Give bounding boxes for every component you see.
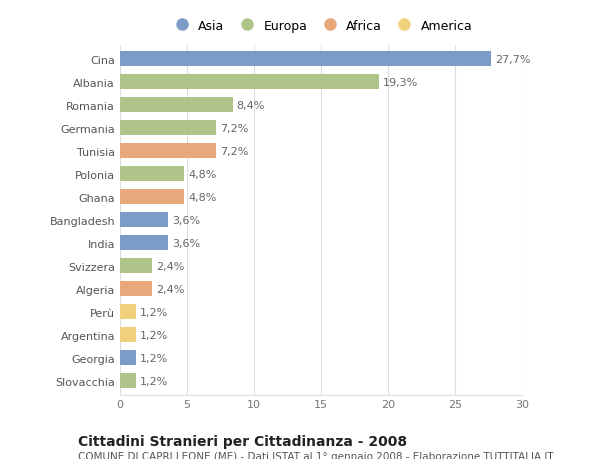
Bar (120, 259, 152, 274)
Bar (120, 190, 184, 205)
Legend: Asia, Europa, Africa, America: Asia, Europa, Africa, America (167, 17, 475, 35)
Bar (120, 374, 136, 388)
Bar (120, 236, 168, 251)
Text: 7,2%: 7,2% (221, 146, 249, 157)
Text: 2,4%: 2,4% (156, 261, 185, 271)
Text: 27,7%: 27,7% (495, 55, 530, 65)
Text: 8,4%: 8,4% (236, 101, 265, 111)
Bar (120, 144, 217, 159)
Bar (120, 213, 168, 228)
Bar (120, 305, 136, 319)
Bar (120, 98, 233, 113)
Text: 1,2%: 1,2% (140, 376, 169, 386)
Bar (120, 351, 136, 365)
Bar (120, 75, 379, 90)
Text: 3,6%: 3,6% (172, 238, 200, 248)
Text: 7,2%: 7,2% (221, 123, 249, 134)
Text: COMUNE DI CAPRI LEONE (ME) - Dati ISTAT al 1° gennaio 2008 - Elaborazione TUTTIT: COMUNE DI CAPRI LEONE (ME) - Dati ISTAT … (78, 451, 554, 459)
Text: 19,3%: 19,3% (383, 78, 418, 88)
Bar (120, 167, 184, 182)
Bar (120, 121, 217, 136)
Text: 1,2%: 1,2% (140, 307, 169, 317)
Bar (120, 282, 152, 297)
Text: 1,2%: 1,2% (140, 353, 169, 363)
Text: 4,8%: 4,8% (188, 169, 217, 179)
Bar (120, 52, 491, 67)
Text: 1,2%: 1,2% (140, 330, 169, 340)
Text: Cittadini Stranieri per Cittadinanza - 2008: Cittadini Stranieri per Cittadinanza - 2… (78, 434, 407, 448)
Text: 3,6%: 3,6% (172, 215, 200, 225)
Text: 4,8%: 4,8% (188, 192, 217, 202)
Bar (120, 328, 136, 342)
Text: 2,4%: 2,4% (156, 284, 185, 294)
